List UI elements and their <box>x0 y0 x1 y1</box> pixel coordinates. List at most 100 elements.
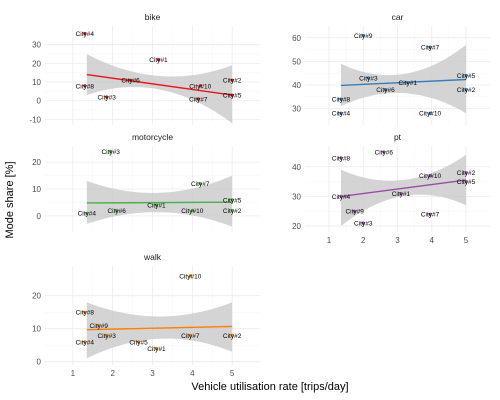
point-label: City#10 <box>179 273 201 280</box>
x-axis-title: Vehicle utilisation rate [trips/day] <box>191 381 348 393</box>
point-label: City#3 <box>97 94 116 101</box>
fit-line <box>86 201 233 204</box>
data-point <box>154 203 159 207</box>
data-point <box>196 97 200 101</box>
data-point <box>105 333 109 337</box>
data-point <box>464 73 468 78</box>
y-axis-title: Mode share [%] <box>4 161 16 238</box>
data-point <box>464 171 468 175</box>
point-label: City#3 <box>97 333 116 340</box>
y-tick-label: 40 <box>292 163 301 172</box>
data-point <box>83 310 87 314</box>
y-tick-label: 20 <box>32 292 41 301</box>
data-point <box>428 174 432 178</box>
point-label: City#7 <box>181 333 200 340</box>
data-point <box>382 150 386 154</box>
y-tick-label: 20 <box>32 158 41 167</box>
y-tick-label: 60 <box>292 34 301 43</box>
data-point <box>156 58 161 62</box>
data-point <box>83 340 87 344</box>
data-point <box>105 95 109 99</box>
panel-motorcycle: motorcycle 0 10 20 City#1 City#2 City#3 City#4 C… <box>32 132 260 232</box>
confidence-band <box>341 154 466 227</box>
data-point <box>339 97 343 101</box>
point-label: City#2 <box>457 87 476 94</box>
data-point <box>353 209 357 213</box>
point-label: City#4 <box>332 194 351 201</box>
y-tick-label: 40 <box>292 81 301 90</box>
data-point <box>339 111 343 115</box>
panel-title: motorcycle <box>132 132 173 142</box>
y-tick-label: 30 <box>292 105 301 114</box>
confidence-band <box>86 302 233 359</box>
data-point <box>399 191 403 196</box>
panel-title: car <box>392 12 404 22</box>
data-point <box>406 80 410 85</box>
fit-line <box>340 78 467 87</box>
fit-line <box>86 325 233 331</box>
data-point <box>230 333 234 337</box>
data-point <box>366 76 370 80</box>
point-label: City#5 <box>223 197 242 204</box>
point-label: City#3 <box>359 75 378 82</box>
y-tick-label: 30 <box>292 192 301 201</box>
y-tick-label: 30 <box>32 41 41 50</box>
data-point <box>188 274 192 278</box>
data-point <box>129 78 133 82</box>
point-label: City#4 <box>78 211 97 218</box>
point-label: City#7 <box>421 45 440 52</box>
point-label: City#9 <box>354 33 373 40</box>
y-tick-label: -10 <box>29 115 41 124</box>
point-label: City#5 <box>457 179 476 186</box>
y-tick-label: 0 <box>37 358 42 367</box>
data-point <box>198 182 202 186</box>
point-label: City#3 <box>354 221 373 228</box>
point-label: City#2 <box>223 208 242 215</box>
x-tick-label: 3 <box>150 369 155 378</box>
point-label: City#8 <box>332 155 351 162</box>
point-label: City#2 <box>223 78 242 85</box>
point-label: City#1 <box>399 80 418 87</box>
point-label: City#1 <box>147 203 166 210</box>
data-point <box>383 88 388 92</box>
x-tick-label: 4 <box>190 369 195 378</box>
y-tick-label: 0 <box>37 97 42 106</box>
y-tick-label: 10 <box>32 325 41 334</box>
data-point <box>361 221 365 225</box>
data-point <box>230 78 234 82</box>
data-point <box>464 179 468 184</box>
fit-line <box>86 73 233 96</box>
point-label: City#6 <box>107 208 126 215</box>
point-label: City#9 <box>90 323 109 330</box>
y-tick-label: 10 <box>32 185 41 194</box>
data-point <box>188 333 192 337</box>
point-label: City#10 <box>189 83 211 90</box>
data-point <box>109 149 113 153</box>
point-label: City#7 <box>189 96 208 103</box>
point-label: City#7 <box>191 181 210 188</box>
point-label: City#10 <box>181 208 203 215</box>
point-label: City#2 <box>223 333 242 340</box>
y-tick-label: 10 <box>32 78 41 87</box>
data-point <box>230 93 234 97</box>
point-label: City#7 <box>421 212 440 219</box>
point-label: City#8 <box>332 97 351 104</box>
confidence-band <box>86 54 233 124</box>
confidence-band <box>341 44 466 114</box>
point-label: City#8 <box>76 83 95 90</box>
point-label: City#6 <box>375 149 394 156</box>
data-point <box>83 84 87 88</box>
panel-pt: pt 20 30 40 1 2 3 4 5 City#1 City#2 City#3 City#4 Cit… <box>292 132 490 245</box>
point-label: City#1 <box>392 191 411 198</box>
x-tick-label: 5 <box>464 236 469 245</box>
x-tick-label: 3 <box>395 236 400 245</box>
data-point <box>136 340 141 344</box>
y-tick-label: 50 <box>292 57 301 66</box>
data-point <box>230 198 234 202</box>
point-label: City#2 <box>457 170 476 177</box>
fit-line <box>340 179 467 198</box>
x-tick-label: 4 <box>430 236 435 245</box>
point-label: City#4 <box>332 111 351 118</box>
data-point <box>97 323 101 327</box>
